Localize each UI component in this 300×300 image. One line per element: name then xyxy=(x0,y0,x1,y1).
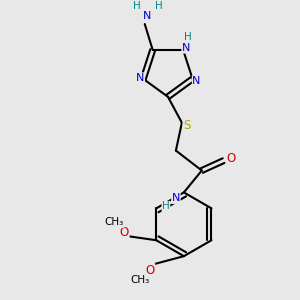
Text: S: S xyxy=(183,119,190,132)
Text: N: N xyxy=(192,76,201,86)
Text: CH₃: CH₃ xyxy=(130,275,150,285)
Text: N: N xyxy=(136,73,145,83)
Text: H: H xyxy=(155,1,163,11)
Text: H: H xyxy=(162,201,170,212)
Text: CH₃: CH₃ xyxy=(105,217,124,227)
Text: H: H xyxy=(133,1,141,11)
Text: O: O xyxy=(226,152,235,165)
Text: N: N xyxy=(182,43,190,53)
Text: O: O xyxy=(146,264,154,277)
Text: N: N xyxy=(142,11,151,21)
Text: H: H xyxy=(184,32,192,42)
Text: O: O xyxy=(120,226,129,239)
Text: N: N xyxy=(172,194,180,203)
